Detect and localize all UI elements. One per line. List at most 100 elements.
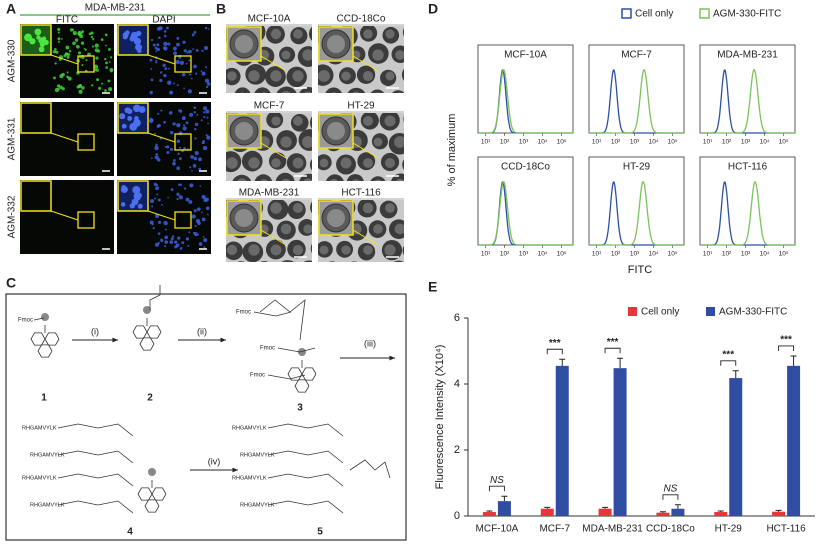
tile-content xyxy=(318,113,404,181)
subplot-frame xyxy=(699,156,796,246)
arrowhead xyxy=(112,337,118,343)
cell-dot xyxy=(204,26,208,30)
cell-dot xyxy=(203,106,208,111)
cell-dot xyxy=(175,60,180,65)
error-bar xyxy=(602,506,609,509)
cell-dot xyxy=(105,44,107,47)
cell-dot xyxy=(200,119,203,122)
bond xyxy=(57,473,134,487)
cell-dot xyxy=(194,122,199,127)
spheroid-core xyxy=(303,178,312,181)
cell-dot xyxy=(151,118,154,122)
x-tick-label: 10⁵ xyxy=(779,139,789,146)
spheroid-core xyxy=(270,202,282,214)
cell-dot xyxy=(189,183,194,188)
scheme-text: Fmoc xyxy=(236,310,251,316)
spheroid-core xyxy=(261,92,267,93)
spheroid xyxy=(299,87,312,93)
cell-dot xyxy=(164,145,167,148)
cell-dot xyxy=(177,236,181,240)
micrograph-tile xyxy=(318,200,404,262)
y-axis-label: % of maximum xyxy=(446,114,458,187)
spheroid-core xyxy=(319,158,329,168)
inset xyxy=(20,102,52,134)
cell-dot xyxy=(161,203,163,206)
cell-dot xyxy=(201,217,206,222)
x-tick-label: 10⁴ xyxy=(649,139,659,146)
spheroid xyxy=(346,174,364,181)
x-tick-label: 10⁴ xyxy=(649,251,659,258)
cell-dot xyxy=(88,32,92,36)
tile-content xyxy=(318,26,404,93)
bond xyxy=(267,374,306,380)
x-tick-label: HCT-116 xyxy=(766,524,806,535)
cell-dot xyxy=(155,143,158,147)
x-tick-label: 10⁵ xyxy=(557,251,567,258)
spheroid xyxy=(350,261,358,262)
spheroid xyxy=(310,201,312,214)
cell-dot xyxy=(80,41,85,45)
bond xyxy=(267,500,344,514)
cell-dot xyxy=(90,35,93,39)
legend-label: Cell only xyxy=(641,307,679,318)
cell-dot xyxy=(176,36,180,40)
spheroid-core xyxy=(281,50,291,60)
cell-dot xyxy=(81,86,85,90)
cell-dot xyxy=(65,45,70,50)
spheroid-core xyxy=(280,265,292,277)
cell-dot xyxy=(163,41,168,47)
inset-dot xyxy=(36,35,41,40)
cell-dot xyxy=(181,241,185,245)
spheroid-core xyxy=(340,157,352,169)
cell-dot xyxy=(188,49,192,54)
cell-line-label: MDA-MB-231 xyxy=(239,188,300,199)
resin xyxy=(41,313,49,321)
cell-dot xyxy=(105,66,108,69)
spheroid-core xyxy=(384,157,396,169)
spheroid-core xyxy=(304,91,312,93)
inset xyxy=(20,180,52,212)
bond xyxy=(144,499,160,513)
cell-dot xyxy=(176,42,180,47)
subplot-title: HCT-116 xyxy=(728,162,768,173)
cell-dot xyxy=(196,207,201,212)
inset-core xyxy=(327,35,345,53)
cell-dot xyxy=(104,33,108,37)
spheroid-core xyxy=(271,158,281,168)
cell-dot xyxy=(185,197,190,202)
cell-dot xyxy=(202,145,208,151)
scheme-text: (ii) xyxy=(197,326,207,336)
cell-dot xyxy=(168,111,173,115)
scheme-text: RHGAMVYLK xyxy=(240,452,275,458)
cell-dot xyxy=(69,28,74,32)
tile-content xyxy=(226,113,312,181)
spheroid-core xyxy=(397,92,403,93)
cell-dot xyxy=(61,38,63,40)
spheroid-core xyxy=(373,137,383,147)
spheroid-core xyxy=(292,157,304,169)
scheme-text: (iii) xyxy=(364,338,376,348)
cell-dot xyxy=(173,82,175,85)
inset-dot xyxy=(34,28,42,36)
spheroid xyxy=(401,68,404,81)
scheme-text: 5 xyxy=(317,527,323,538)
cell-dot xyxy=(191,214,196,219)
cell-dot xyxy=(188,73,191,76)
y-tick-label: 6 xyxy=(454,312,460,324)
zoom-line xyxy=(147,54,176,65)
bond xyxy=(349,459,391,479)
cell-dot xyxy=(77,30,82,36)
spheroid-core xyxy=(318,70,330,82)
cell-dot xyxy=(150,38,154,42)
histogram-curve xyxy=(589,69,684,134)
cell-dot xyxy=(155,61,158,64)
cell-dot xyxy=(172,235,175,238)
legend-swatch xyxy=(699,8,710,19)
histogram-curve xyxy=(700,181,795,246)
scheme-text: 2 xyxy=(147,393,153,404)
inset-dot xyxy=(129,203,135,209)
spheroid-core xyxy=(226,157,238,169)
cell-dot xyxy=(206,85,209,89)
x-tick-label: 10³ xyxy=(519,251,529,258)
spheroid xyxy=(370,89,385,93)
